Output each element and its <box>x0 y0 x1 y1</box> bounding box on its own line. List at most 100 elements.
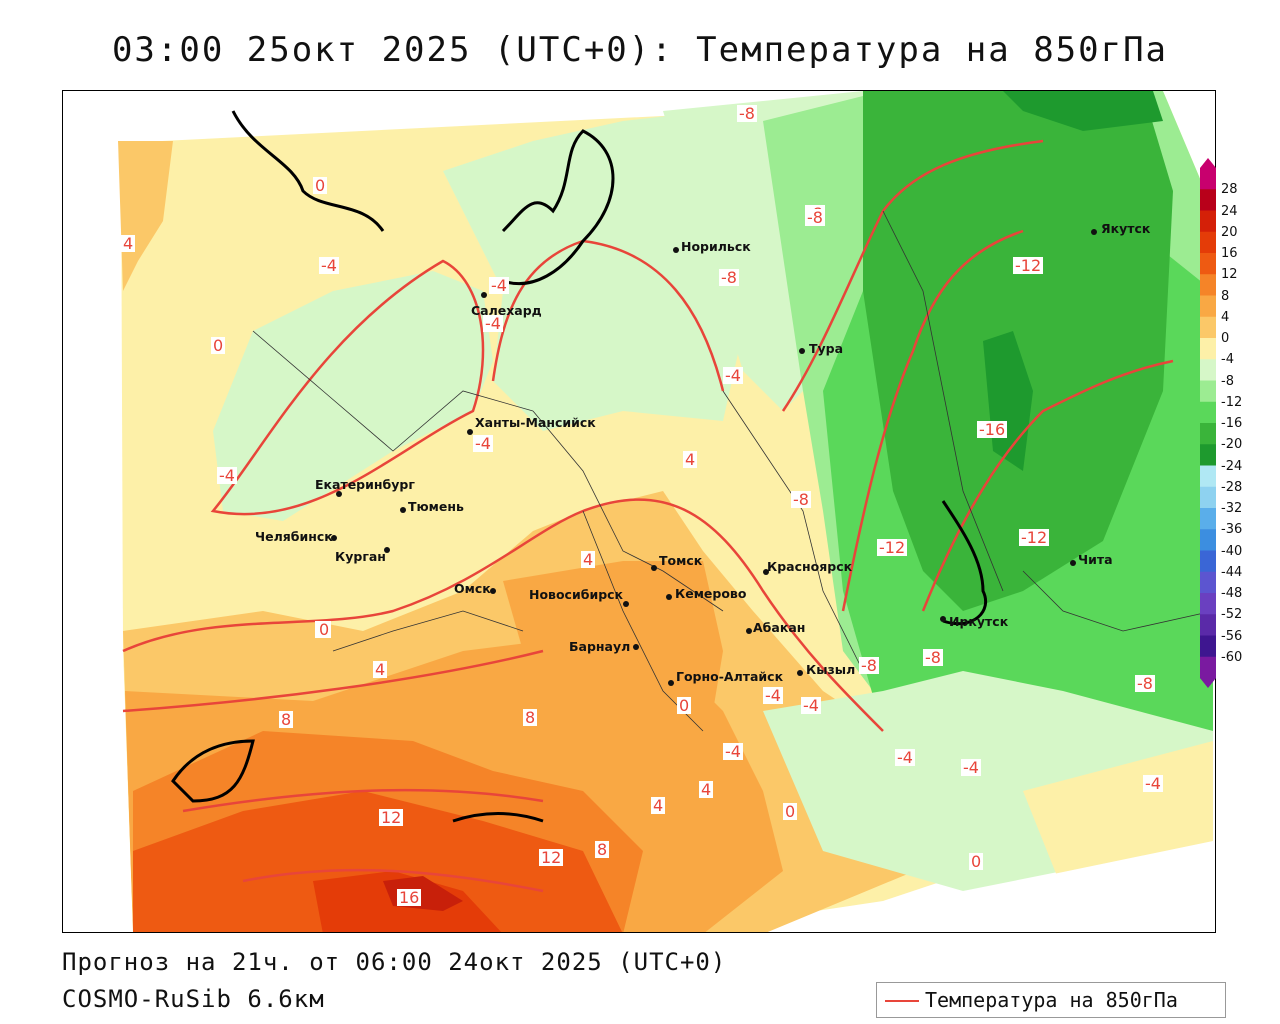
city-kyzyl: Кызыл <box>806 662 856 677</box>
isotherm-label: -4 <box>483 314 503 333</box>
colorbar-segment <box>1200 316 1216 339</box>
colorbar-segment <box>1200 656 1216 679</box>
colorbar-segment <box>1200 614 1216 636</box>
colorbar-tick-label: -20 <box>1221 437 1243 453</box>
colorbar-segment <box>1200 529 1216 551</box>
city-salekhard: Салехард <box>471 303 542 318</box>
city-marker <box>384 547 390 553</box>
colorbar-segment <box>1200 550 1216 573</box>
isotherm-label: 4 <box>373 660 388 679</box>
colorbar-tick-label: 0 <box>1221 331 1230 346</box>
city-yekaterinburg: Екатеринбург <box>315 477 415 492</box>
city-gorno-altaysk: Горно-Алтайск <box>676 669 784 684</box>
colorbar-segment <box>1200 571 1216 594</box>
colorbar-tick-label: 24 <box>1221 203 1238 219</box>
isotherm-label: -8 <box>719 268 739 287</box>
forecast-map[interactable]: Норильск Якутск Салехард Тура Ханты-Манс… <box>62 90 1216 933</box>
city-tomsk: Томск <box>659 553 703 568</box>
forecast-caption: Прогноз на 21ч. от 06:00 24окт 2025 (UTC… <box>62 948 727 976</box>
city-marker <box>481 292 487 298</box>
isotherm-label: 4 <box>683 450 698 469</box>
colorbar-tick-label: -16 <box>1221 416 1243 431</box>
city-tura: Тура <box>809 341 844 356</box>
city-abakan: Абакан <box>753 620 806 635</box>
city-barnaul: Барнаул <box>569 639 631 654</box>
colorbar-tick-label: -28 <box>1221 479 1243 495</box>
isotherm-label: -4 <box>961 758 981 777</box>
colorbar-tick-label: 12 <box>1221 267 1238 283</box>
colorbar-tick-label: 4 <box>1221 309 1230 325</box>
isotherm-label: -4 <box>319 256 339 275</box>
city-marker <box>623 601 629 607</box>
isotherm-label: 0 <box>211 336 226 355</box>
isotherm-label: 4 <box>121 234 136 253</box>
city-marker <box>797 670 803 676</box>
colorbar-tick-label: -8 <box>1221 373 1234 389</box>
city-marker <box>633 644 639 650</box>
isotherm-label: 0 <box>677 696 692 715</box>
city-irkutsk: Иркутск <box>949 614 1009 629</box>
city-marker <box>763 569 769 575</box>
isotherm-label: 4 <box>581 550 596 569</box>
colorbar-segment <box>1200 210 1216 233</box>
isotherm-label: 0 <box>969 852 984 871</box>
isotherm-label: 8 <box>279 710 294 729</box>
colorbar-segment <box>1200 465 1216 488</box>
colorbar-segment <box>1200 168 1216 190</box>
model-caption: COSMO-RuSib 6.6км <box>62 985 325 1013</box>
city-marker <box>940 616 946 622</box>
isotherm-label: 8 <box>523 708 538 727</box>
city-marker <box>799 348 805 354</box>
colorbar-top-arrow <box>1200 158 1216 168</box>
colorbar-tick-label: -52 <box>1221 607 1243 623</box>
isotherm-label: -4 <box>763 686 783 705</box>
colorbar-segment <box>1200 295 1216 318</box>
colorbar-tick-label: -12 <box>1221 394 1243 410</box>
isotherm-label: -4 <box>217 466 237 485</box>
isotherm-label: 0 <box>783 802 798 821</box>
isotherm-label: -4 <box>723 366 743 385</box>
isotherm-label: -4 <box>801 696 821 715</box>
city-marker <box>673 247 679 253</box>
isotherm-label: -8 <box>923 648 943 667</box>
city-krasnoyarsk: Красноярск <box>767 559 853 574</box>
isotherm-label: 8 <box>595 840 610 859</box>
city-marker <box>1070 560 1076 566</box>
colorbar-tick-label: -36 <box>1221 522 1243 538</box>
colorbar-tick-label: -56 <box>1221 628 1243 644</box>
colorbar-segment <box>1200 359 1216 381</box>
isotherm-label: 16 <box>397 888 422 907</box>
colorbar-bottom-arrow <box>1200 678 1216 688</box>
city-chita: Чита <box>1078 552 1113 567</box>
isotherm-label: -4 <box>473 434 493 453</box>
isotherm-label: -12 <box>1013 256 1044 275</box>
isotherm-label: 12 <box>539 848 564 867</box>
city-yakutsk: Якутск <box>1101 221 1151 236</box>
isotherm-label: -4 <box>489 276 509 295</box>
city-chelyabinsk: Челябинск <box>255 529 333 544</box>
city-kemerovo: Кемерово <box>675 586 747 601</box>
city-novosibirsk: Новосибирск <box>529 587 624 602</box>
colorbar-tick-label: -4 <box>1221 352 1234 368</box>
colorbar-segment <box>1200 380 1216 403</box>
isotherm-label: -4 <box>1143 774 1163 793</box>
city-marker <box>651 565 657 571</box>
colorbar-segment <box>1200 486 1216 509</box>
isotherm-label: -4 <box>895 748 915 767</box>
isotherm-label: 0 <box>317 620 332 639</box>
isotherm-label: -8 <box>791 490 811 509</box>
city-marker <box>336 491 342 497</box>
colorbar-segment <box>1200 593 1216 615</box>
colorbar-segment <box>1200 253 1216 275</box>
colorbar-segment <box>1200 274 1216 296</box>
isotherm-label: 12 <box>379 808 404 827</box>
colorbar-tick-label: 16 <box>1221 246 1238 261</box>
colorbar-segment <box>1200 423 1216 445</box>
colorbar-segment <box>1200 508 1216 530</box>
temperature-field <box>63 91 1215 932</box>
city-khanty-mansiysk: Ханты-Мансийск <box>475 415 596 430</box>
colorbar-segment <box>1200 401 1216 424</box>
isotherm-label: -4 <box>723 742 743 761</box>
isotherm-label: -8 <box>737 104 757 123</box>
city-omsk: Омск <box>454 581 491 596</box>
